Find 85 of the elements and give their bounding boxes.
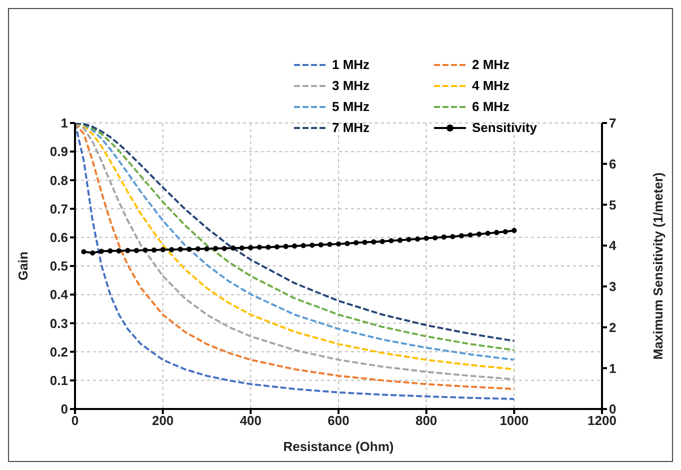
point	[98, 248, 104, 254]
point	[90, 250, 96, 256]
point	[186, 246, 192, 252]
y-tick-label: 0.7	[50, 201, 68, 216]
y2-axis-title: Maximum Sensitivity (1/meter)	[650, 172, 666, 360]
y-tick-label: 0.6	[50, 230, 68, 246]
point	[468, 232, 473, 238]
y-tick-label: 0.1	[50, 373, 68, 388]
y-tick-label: 0.2	[50, 344, 68, 360]
point	[318, 242, 324, 248]
point	[169, 247, 174, 252]
point	[336, 241, 342, 247]
y-tick-label: 0.8	[50, 172, 68, 188]
point	[476, 232, 482, 237]
y-tick-label: 0.3	[50, 316, 68, 331]
point	[458, 233, 464, 238]
x-tick-label: 800	[415, 413, 438, 428]
y2-tick-label: 1	[609, 360, 616, 376]
point	[414, 236, 420, 242]
y-tick-label: 0	[60, 402, 68, 417]
point	[450, 234, 456, 240]
x-axis-title: Resistance (Ohm)	[283, 439, 394, 454]
point	[142, 247, 148, 253]
x-tick-label: 600	[328, 413, 350, 428]
y-tick-label: 0.5	[50, 258, 68, 274]
point	[256, 244, 262, 250]
point	[178, 246, 183, 252]
x-tick-label: 200	[152, 413, 174, 428]
point	[195, 246, 201, 252]
point	[134, 248, 140, 254]
point	[327, 242, 332, 247]
point	[397, 238, 403, 243]
point	[230, 245, 236, 251]
legend-label: 1 MHz	[332, 57, 370, 72]
point	[239, 245, 244, 251]
point	[212, 246, 218, 252]
x-tick-label: 0	[71, 413, 79, 428]
y-tick-label: 1	[60, 116, 68, 131]
point	[274, 244, 280, 250]
y-tick-label: 0.4	[50, 287, 69, 302]
point	[371, 239, 376, 244]
y-axis-title: Gain	[16, 252, 31, 280]
legend-label: 7 MHz	[332, 120, 370, 135]
point	[424, 236, 429, 241]
point	[406, 236, 412, 242]
y-tick-label: 0.9	[50, 144, 68, 160]
x-tick-label: 1000	[500, 413, 529, 428]
point	[344, 240, 350, 246]
point	[248, 245, 254, 250]
point	[160, 247, 166, 252]
y2-tick-label: 7	[609, 116, 616, 131]
legend-label: 5 MHz	[332, 99, 370, 114]
x-tick-label: 400	[240, 413, 262, 428]
point	[151, 247, 157, 253]
point	[353, 240, 359, 246]
point	[310, 242, 315, 248]
y2-tick-label: 5	[609, 197, 616, 212]
legend-label: 6 MHz	[472, 99, 510, 114]
legend-label: 4 MHz	[472, 78, 510, 93]
y2-tick-label: 3	[609, 279, 616, 294]
point	[204, 246, 210, 252]
legend-label: 3 MHz	[332, 78, 370, 93]
point	[502, 229, 508, 234]
y2-tick-label: 6	[609, 156, 616, 172]
point	[388, 238, 394, 244]
point	[292, 243, 298, 249]
point	[432, 235, 438, 240]
point	[266, 244, 271, 250]
y2-tick-label: 4	[609, 238, 617, 254]
point	[380, 238, 386, 244]
point	[494, 230, 500, 236]
point	[512, 228, 517, 234]
legend-label: 2 MHz	[472, 57, 510, 72]
point	[362, 240, 368, 245]
point	[485, 230, 490, 236]
point	[441, 234, 446, 240]
point	[81, 249, 86, 254]
point	[300, 242, 306, 248]
point	[116, 248, 122, 254]
point	[108, 248, 113, 254]
point	[283, 244, 288, 249]
point	[222, 246, 227, 252]
y2-tick-label: 2	[609, 320, 616, 335]
point	[125, 248, 130, 254]
legend-label: Sensitivity	[472, 120, 538, 135]
